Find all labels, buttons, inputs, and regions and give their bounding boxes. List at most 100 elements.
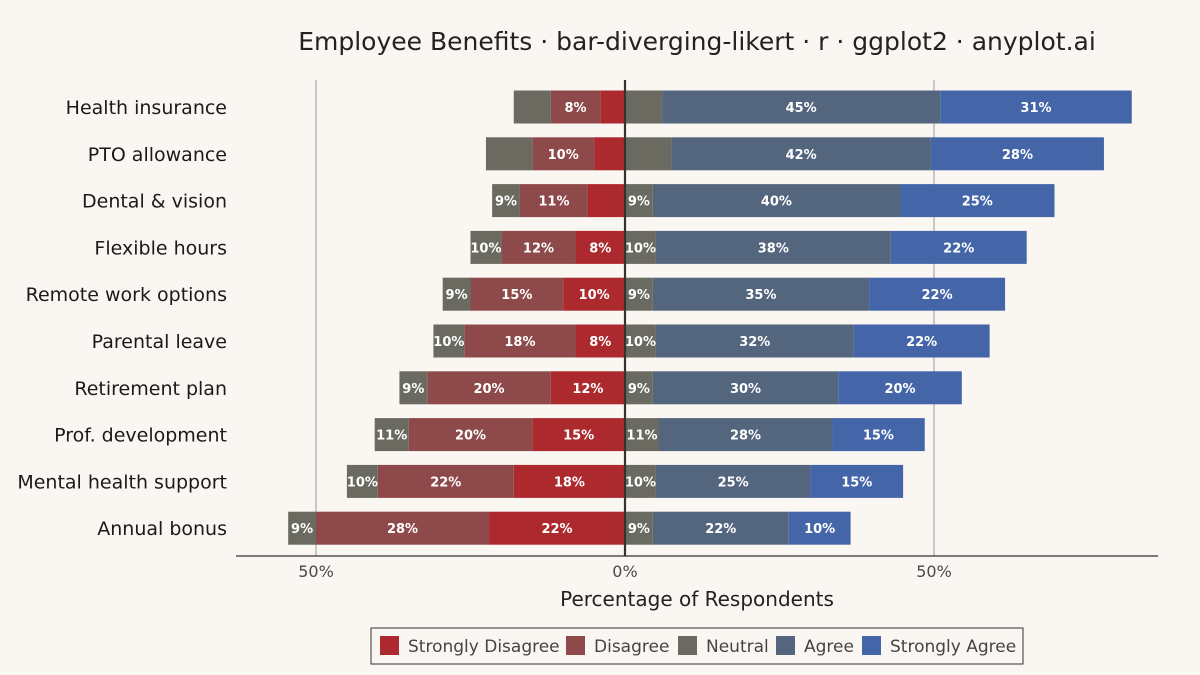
bar-label-strongly-agree-parental-leave: 22% xyxy=(906,335,937,350)
category-label-pto-allowance: PTO allowance xyxy=(88,144,227,166)
bar-agree-prof-development xyxy=(658,418,833,452)
bar-label-agree-annual-bonus: 22% xyxy=(705,522,736,537)
chart-title: Employee Benefits · bar-diverging-likert… xyxy=(298,27,1096,56)
bar-agree-health-insurance xyxy=(662,90,941,124)
bar-agree-flexible-hours xyxy=(655,230,891,264)
bar-strongly-agree-annual-bonus xyxy=(788,511,851,545)
bar-label-neutral-right-parental-leave: 10% xyxy=(625,335,656,350)
bar-neutral-left-prof-development xyxy=(374,418,409,452)
category-label-retirement-plan: Retirement plan xyxy=(74,378,227,400)
bar-label-strongly-agree-annual-bonus: 10% xyxy=(804,522,835,537)
category-label-health-insurance: Health insurance xyxy=(66,97,227,119)
legend-swatch-neutral xyxy=(678,636,697,655)
bar-label-strongly-disagree-remote-work-options: 10% xyxy=(579,288,610,303)
bar-neutral-left-dental-vision xyxy=(492,184,520,218)
bar-label-disagree-parental-leave: 18% xyxy=(504,335,535,350)
bar-agree-annual-bonus xyxy=(652,511,789,545)
bar-agree-dental-vision xyxy=(652,184,901,218)
bar-neutral-right-prof-development xyxy=(625,418,659,452)
bar-disagree-mental-health-support xyxy=(377,464,514,498)
bar-strongly-agree-mental-health-support xyxy=(810,464,904,498)
bar-disagree-remote-work-options xyxy=(470,277,564,311)
bar-strongly-agree-prof-development xyxy=(832,418,925,452)
bar-label-neutral-right-annual-bonus: 9% xyxy=(628,522,650,537)
bar-label-strongly-disagree-parental-leave: 8% xyxy=(589,335,611,350)
bar-label-strongly-agree-prof-development: 15% xyxy=(863,429,894,444)
bar-agree-pto-allowance xyxy=(671,137,931,171)
bar-neutral-right-remote-work-options xyxy=(625,277,653,311)
bar-strongly-disagree-prof-development xyxy=(532,418,625,452)
bar-label-disagree-annual-bonus: 28% xyxy=(387,522,418,537)
bar-strongly-disagree-mental-health-support xyxy=(513,464,625,498)
bar-label-disagree-flexible-hours: 12% xyxy=(523,241,554,256)
bar-strongly-agree-remote-work-options xyxy=(869,277,1006,311)
bar-label-agree-pto-allowance: 42% xyxy=(786,148,817,163)
bar-labels-layer: 8% 45% 31% 10% 42% 28% 11% 9% 9% 40% 25% 8% 12% 10% 10… xyxy=(291,101,1051,537)
bar-label-agree-health-insurance: 45% xyxy=(786,101,817,116)
bar-strongly-disagree-pto-allowance xyxy=(594,137,625,171)
bar-label-neutral-right-mental-health-support: 10% xyxy=(625,475,656,490)
bar-neutral-right-flexible-hours xyxy=(625,230,656,264)
bar-strongly-agree-pto-allowance xyxy=(930,137,1104,171)
category-label-prof-development: Prof. development xyxy=(54,425,227,447)
category-label-flexible-hours: Flexible hours xyxy=(94,237,227,259)
bar-agree-remote-work-options xyxy=(652,277,870,311)
legend-label-disagree: Disagree xyxy=(594,637,669,657)
bar-label-agree-mental-health-support: 25% xyxy=(718,475,749,490)
bar-disagree-retirement-plan xyxy=(427,371,551,405)
axis-layer: 50% 0% 50% xyxy=(236,80,1158,581)
bar-label-neutral-right-remote-work-options: 9% xyxy=(628,288,650,303)
bar-label-strongly-agree-remote-work-options: 22% xyxy=(922,288,953,303)
bar-neutral-right-parental-leave xyxy=(625,324,656,358)
bar-label-neutral-left-annual-bonus: 9% xyxy=(291,522,313,537)
category-label-parental-leave: Parental leave xyxy=(92,331,227,353)
bar-neutral-left-mental-health-support xyxy=(346,464,378,498)
bar-label-strongly-agree-flexible-hours: 22% xyxy=(943,241,974,256)
legend-swatch-disagree xyxy=(566,636,585,655)
bar-neutral-right-retirement-plan xyxy=(625,371,653,405)
bar-strongly-disagree-retirement-plan xyxy=(550,371,625,405)
bar-neutral-right-annual-bonus xyxy=(625,511,653,545)
bar-strongly-disagree-health-insurance xyxy=(600,90,625,124)
bar-label-agree-retirement-plan: 30% xyxy=(730,382,761,397)
category-label-remote-work-options: Remote work options xyxy=(26,284,227,306)
bar-strongly-agree-health-insurance xyxy=(940,90,1132,124)
bar-label-neutral-left-flexible-hours: 10% xyxy=(470,241,501,256)
bar-disagree-pto-allowance xyxy=(532,137,595,171)
category-label-dental-vision: Dental & vision xyxy=(82,191,227,213)
bar-neutral-right-health-insurance xyxy=(625,90,663,124)
category-labels-layer: Health insurance PTO allowance Dental & vi… xyxy=(17,97,227,540)
bar-agree-mental-health-support xyxy=(655,464,811,498)
bar-label-neutral-right-dental-vision: 9% xyxy=(628,195,650,210)
legend-swatch-strongly-agree xyxy=(862,636,881,655)
bar-disagree-prof-development xyxy=(408,418,533,452)
bar-neutral-left-health-insurance xyxy=(513,90,551,124)
x-axis-title: Percentage of Respondents xyxy=(560,587,834,611)
bar-agree-parental-leave xyxy=(655,324,854,358)
bar-label-agree-flexible-hours: 38% xyxy=(758,241,789,256)
bar-disagree-health-insurance xyxy=(550,90,601,124)
bar-neutral-right-mental-health-support xyxy=(625,464,656,498)
bar-label-neutral-left-parental-leave: 10% xyxy=(433,335,464,350)
legend-swatch-agree xyxy=(776,636,795,655)
bar-agree-retirement-plan xyxy=(652,371,839,405)
legend-label-neutral: Neutral xyxy=(706,637,769,657)
bar-label-agree-parental-leave: 32% xyxy=(739,335,770,350)
category-label-annual-bonus: Annual bonus xyxy=(97,518,227,540)
bar-label-disagree-prof-development: 20% xyxy=(455,429,486,444)
bar-label-disagree-mental-health-support: 22% xyxy=(430,475,461,490)
bar-label-disagree-dental-vision: 11% xyxy=(538,195,569,210)
bar-disagree-annual-bonus xyxy=(316,511,490,545)
bar-label-strongly-disagree-flexible-hours: 8% xyxy=(589,241,611,256)
bar-label-strongly-agree-mental-health-support: 15% xyxy=(841,475,872,490)
bar-neutral-left-remote-work-options xyxy=(442,277,471,311)
bar-strongly-agree-parental-leave xyxy=(853,324,990,358)
bar-neutral-left-parental-leave xyxy=(433,324,465,358)
bar-label-strongly-disagree-prof-development: 15% xyxy=(563,429,594,444)
bar-disagree-parental-leave xyxy=(464,324,576,358)
bar-strongly-disagree-remote-work-options xyxy=(563,277,625,311)
bar-neutral-left-retirement-plan xyxy=(399,371,428,405)
bar-neutral-left-flexible-hours xyxy=(470,230,502,264)
bar-strongly-agree-dental-vision xyxy=(900,184,1055,218)
